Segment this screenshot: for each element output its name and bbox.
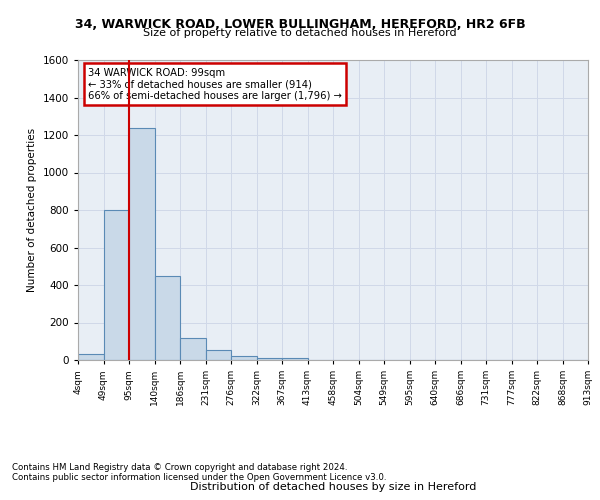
Bar [282,358,308,360]
Bar [257,358,282,360]
Text: 34 WARWICK ROAD: 99sqm
← 33% of detached houses are smaller (914)
66% of semi-de: 34 WARWICK ROAD: 99sqm ← 33% of detached… [88,68,342,100]
Bar [205,350,231,360]
Bar [180,338,205,360]
Bar [104,210,129,360]
Text: Contains HM Land Registry data © Crown copyright and database right 2024.: Contains HM Land Registry data © Crown c… [12,464,347,472]
Y-axis label: Number of detached properties: Number of detached properties [27,128,37,292]
Bar [231,356,257,360]
Text: 34, WARWICK ROAD, LOWER BULLINGHAM, HEREFORD, HR2 6FB: 34, WARWICK ROAD, LOWER BULLINGHAM, HERE… [74,18,526,30]
Bar [129,128,155,360]
Bar [78,354,104,360]
Text: Size of property relative to detached houses in Hereford: Size of property relative to detached ho… [143,28,457,38]
X-axis label: Distribution of detached houses by size in Hereford: Distribution of detached houses by size … [190,482,476,492]
Bar [155,276,180,360]
Text: Contains public sector information licensed under the Open Government Licence v3: Contains public sector information licen… [12,472,386,482]
